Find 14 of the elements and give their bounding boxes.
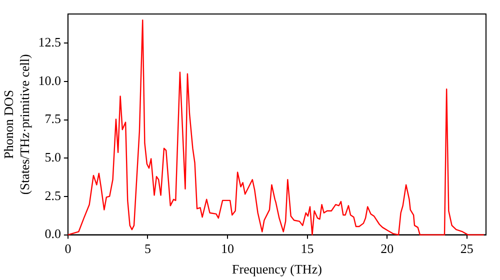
x-tick-label: 25 xyxy=(460,241,474,256)
y-tick-label: 5.0 xyxy=(44,150,61,165)
x-tick-label: 15 xyxy=(300,241,314,256)
y-tick-label: 0.0 xyxy=(44,226,61,242)
y-axis-title: Phonon DOS (States/THz·primitive cell) xyxy=(1,54,32,195)
y-tick-label: 10.0 xyxy=(38,72,61,88)
x-tick-label: 20 xyxy=(380,241,394,256)
y-tick-label: 2.5 xyxy=(44,188,61,203)
x-axis-title: Frequency (THz) xyxy=(232,262,322,277)
x-tick-label: 0 xyxy=(64,241,72,256)
x-tick-label: 10 xyxy=(221,241,234,256)
x-tick-label: 5 xyxy=(144,241,151,256)
y-tick-label: 7.5 xyxy=(44,111,61,126)
y-tick-label: 12.5 xyxy=(38,34,61,50)
